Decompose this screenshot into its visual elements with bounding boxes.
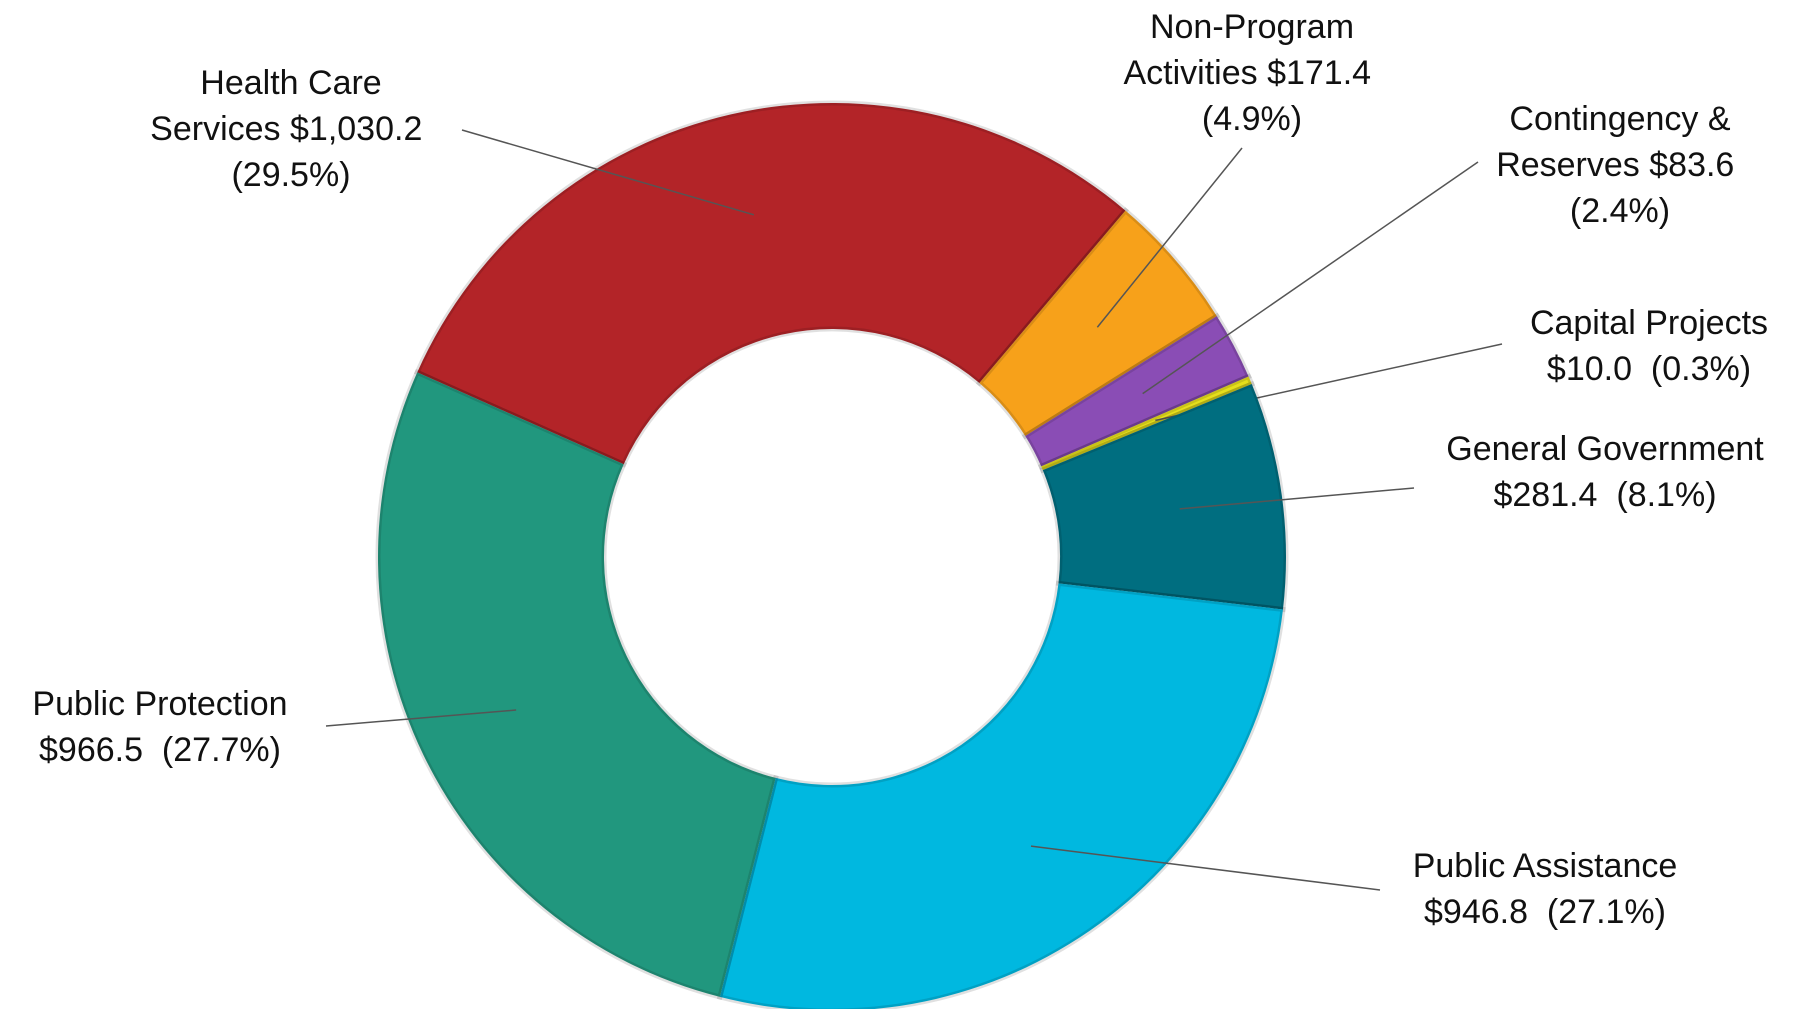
donut-slice — [716, 580, 1286, 1009]
slice-label: Health Care Services $1,030.2 (29.5%) — [136, 60, 446, 198]
value-label: $281.4 — [1493, 476, 1598, 514]
leader-line — [1030, 845, 1381, 891]
donut-slice — [975, 207, 1221, 440]
slice-label: Non-Program Activities $171.4 (4.9%) — [1107, 4, 1397, 142]
slice-label: Capital Projects $10.0 (0.3%) — [1509, 300, 1789, 392]
category-label: Capital Projects — [1529, 304, 1769, 342]
category-label: Contingency & Reserves — [1496, 100, 1731, 184]
share-label: (4.9%) — [1201, 100, 1303, 138]
value-label: $83.6 — [1649, 146, 1735, 184]
leader-line — [461, 129, 755, 216]
category-label: Public Protection — [32, 685, 288, 723]
value-label: $946.8 — [1424, 893, 1529, 931]
category-label: Public Assistance — [1412, 847, 1678, 885]
share-label: (0.3%) — [1650, 350, 1752, 388]
share-label: (27.1%) — [1546, 893, 1666, 931]
donut-slice — [1039, 380, 1289, 613]
leader-line — [1179, 487, 1415, 510]
leader-line — [1096, 147, 1243, 328]
category-label: Non-Program Activities — [1123, 8, 1355, 92]
value-label: $966.5 — [39, 731, 144, 769]
leader-line — [1142, 161, 1479, 395]
donut-slice — [413, 100, 1129, 468]
slice-label: Public Assistance $946.8 (27.1%) — [1395, 843, 1695, 935]
share-label: (8.1%) — [1616, 476, 1717, 514]
donut-slice — [375, 369, 779, 1000]
value-label: $10.0 — [1546, 350, 1633, 388]
category-label: General Government — [1446, 430, 1764, 468]
leader-line — [325, 709, 517, 727]
category-label: Health Care Services — [150, 64, 382, 148]
share-label: (29.5%) — [231, 156, 351, 194]
value-label: $1,030.2 — [290, 110, 423, 148]
slice-label: Contingency & Reserves $83.6 (2.4%) — [1485, 96, 1755, 234]
share-label: (2.4%) — [1569, 192, 1671, 230]
slice-label: Public Protection $966.5 (27.7%) — [10, 681, 310, 773]
share-label: (27.7%) — [161, 731, 281, 769]
slice-label: General Government $281.4 (8.1%) — [1440, 426, 1770, 518]
value-label: $171.4 — [1267, 54, 1372, 92]
